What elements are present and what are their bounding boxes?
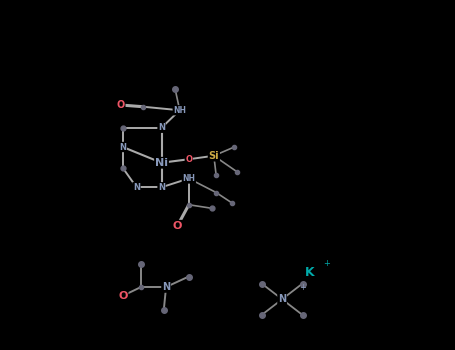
Text: N: N bbox=[278, 294, 286, 304]
Text: N: N bbox=[158, 123, 165, 132]
Text: N: N bbox=[119, 142, 126, 152]
Text: O: O bbox=[116, 100, 125, 110]
Text: N: N bbox=[158, 183, 165, 192]
Text: K: K bbox=[304, 266, 314, 280]
Text: NH: NH bbox=[182, 174, 195, 183]
Text: O: O bbox=[173, 221, 182, 231]
Text: +: + bbox=[323, 259, 330, 268]
Text: N: N bbox=[133, 183, 140, 192]
Text: N: N bbox=[162, 282, 170, 292]
Text: O: O bbox=[185, 155, 192, 164]
Text: Ni: Ni bbox=[155, 158, 168, 168]
Text: +: + bbox=[299, 282, 306, 292]
Text: NH: NH bbox=[173, 106, 186, 115]
Text: O: O bbox=[118, 291, 127, 301]
Text: Si: Si bbox=[208, 151, 219, 161]
